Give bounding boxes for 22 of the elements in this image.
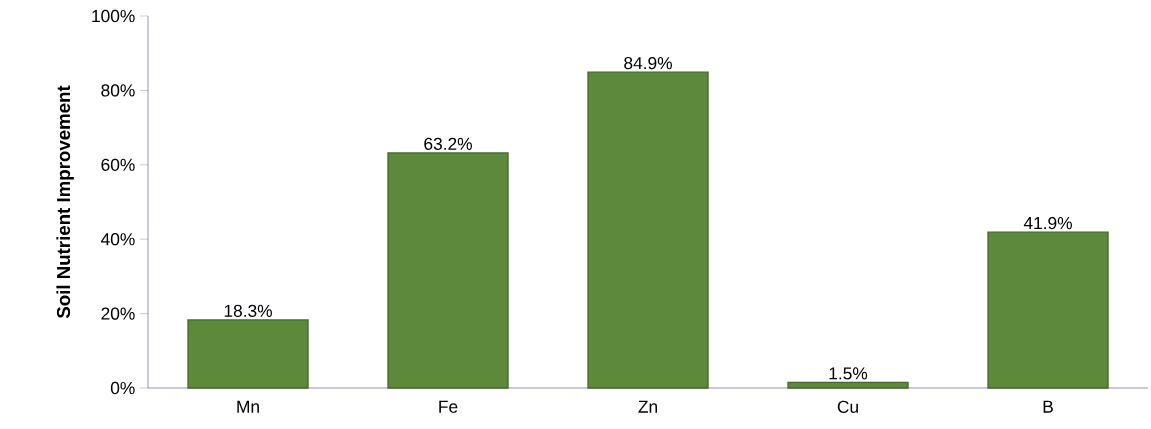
data-label: 84.9% xyxy=(624,56,672,70)
y-tick-label: 60% xyxy=(101,158,135,171)
x-tick-label: Zn xyxy=(638,400,657,413)
x-tick-label: Fe xyxy=(439,400,458,413)
x-tick-label: B xyxy=(1043,400,1053,413)
y-tick-label: 0% xyxy=(110,381,135,395)
y-tick-label: 80% xyxy=(101,84,135,97)
bar xyxy=(587,71,709,389)
bar xyxy=(387,152,509,389)
data-label: 18.3% xyxy=(224,304,272,317)
y-tick-label: 100% xyxy=(92,9,135,23)
bar xyxy=(187,319,309,389)
data-label: 63.2% xyxy=(424,137,472,150)
y-tick-label: 20% xyxy=(101,307,135,320)
x-tick-label: Mn xyxy=(237,400,259,413)
data-label: 41.9% xyxy=(1023,216,1072,230)
y-axis-title: Soil Nutrient Improvement xyxy=(56,85,74,319)
bar xyxy=(987,231,1109,389)
bar xyxy=(787,381,909,389)
x-tick-label: Cu xyxy=(837,400,858,413)
y-tick-label: 40% xyxy=(101,233,135,246)
data-label: 1.5% xyxy=(829,367,868,380)
